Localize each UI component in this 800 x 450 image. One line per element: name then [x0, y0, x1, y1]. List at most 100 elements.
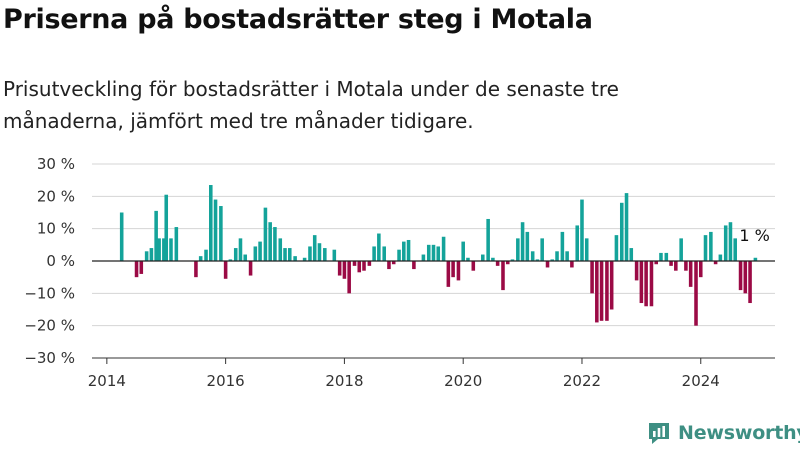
bar — [317, 243, 322, 261]
bar — [169, 238, 173, 261]
bar — [713, 261, 718, 265]
bar — [525, 231, 530, 261]
bar — [639, 261, 644, 304]
bar — [337, 261, 342, 276]
bar — [510, 259, 515, 261]
bar — [649, 261, 654, 307]
bar — [228, 259, 233, 261]
bar — [540, 238, 544, 261]
bar — [436, 246, 441, 261]
bar — [248, 261, 253, 276]
bar — [614, 235, 619, 261]
bar — [352, 261, 357, 266]
brand-name: Newsworthy — [678, 422, 800, 444]
bar — [258, 241, 262, 261]
bar — [634, 261, 639, 281]
bar — [501, 261, 505, 291]
bar — [283, 248, 287, 261]
bar — [520, 222, 525, 261]
bar — [753, 257, 758, 261]
y-tick-label: −10 % — [24, 284, 75, 302]
bar — [377, 233, 381, 261]
bar — [287, 248, 292, 261]
bar — [718, 254, 723, 261]
bar — [149, 248, 154, 261]
bar — [174, 227, 179, 261]
x-tick-label: 2020 — [444, 372, 482, 390]
bar — [495, 261, 500, 266]
bar — [198, 256, 203, 261]
bar — [723, 225, 728, 261]
bar-series — [119, 185, 758, 326]
bar — [144, 251, 149, 261]
bar — [580, 199, 584, 261]
bar — [441, 236, 446, 261]
bar — [278, 238, 283, 261]
bar — [263, 207, 268, 261]
bar — [748, 261, 752, 304]
y-tick-label: 10 % — [37, 220, 75, 238]
bar — [728, 222, 733, 261]
bar — [466, 257, 470, 261]
y-tick-label: −30 % — [24, 349, 75, 367]
bar — [575, 225, 580, 261]
bar — [694, 261, 698, 326]
bar — [421, 254, 426, 261]
bar — [629, 248, 634, 261]
bar — [219, 206, 223, 261]
bar — [703, 235, 708, 261]
x-axis-ticks: 2014 2016 2018 2020 2022 2024 — [88, 358, 720, 390]
bar — [545, 261, 550, 268]
newsworthy-logo[interactable]: Newsworthy — [646, 420, 800, 446]
y-tick-label: 30 % — [37, 155, 75, 173]
bar — [733, 238, 737, 261]
bar — [302, 257, 307, 261]
bar — [194, 261, 198, 278]
x-tick-label: 2018 — [325, 372, 363, 390]
x-tick-label: 2024 — [682, 372, 720, 390]
bar — [550, 259, 555, 261]
bar — [461, 241, 465, 261]
bar — [560, 231, 565, 261]
bar — [164, 194, 169, 261]
bar — [367, 261, 372, 266]
bar — [406, 239, 411, 261]
bar — [204, 249, 208, 261]
bar — [134, 261, 139, 278]
x-tick-label: 2016 — [207, 372, 245, 390]
bar — [698, 261, 703, 278]
bar — [664, 252, 669, 261]
bar — [154, 210, 158, 261]
bar — [644, 261, 648, 307]
bar — [253, 246, 258, 261]
bar — [209, 185, 213, 261]
bar — [738, 261, 743, 291]
page-subtitle: Prisutveckling för bostadsrätter i Motal… — [3, 77, 619, 133]
bar — [535, 259, 540, 261]
bar — [555, 251, 559, 261]
bar — [590, 261, 594, 294]
bar — [308, 246, 312, 261]
bar — [570, 261, 574, 268]
x-tick-label: 2014 — [88, 372, 126, 390]
bar — [342, 261, 347, 279]
y-tick-label: 0 % — [46, 252, 75, 270]
bar — [565, 251, 569, 261]
bar — [347, 261, 351, 294]
y-axis-tick-labels: 30 % 20 % 10 % 0 % −10 % −20 % −30 % — [24, 155, 75, 367]
bar — [605, 261, 609, 321]
bar — [426, 244, 431, 261]
bar — [481, 254, 485, 261]
latest-value-annotation: 1 % — [739, 226, 769, 245]
bar — [402, 241, 406, 261]
bar — [599, 261, 604, 321]
bar — [332, 249, 337, 261]
bar — [273, 227, 277, 261]
bar — [382, 246, 386, 261]
bar — [397, 249, 401, 261]
bar — [674, 261, 678, 271]
bar — [659, 252, 663, 261]
bar — [743, 261, 748, 294]
bar — [162, 238, 166, 261]
bar — [624, 193, 629, 261]
